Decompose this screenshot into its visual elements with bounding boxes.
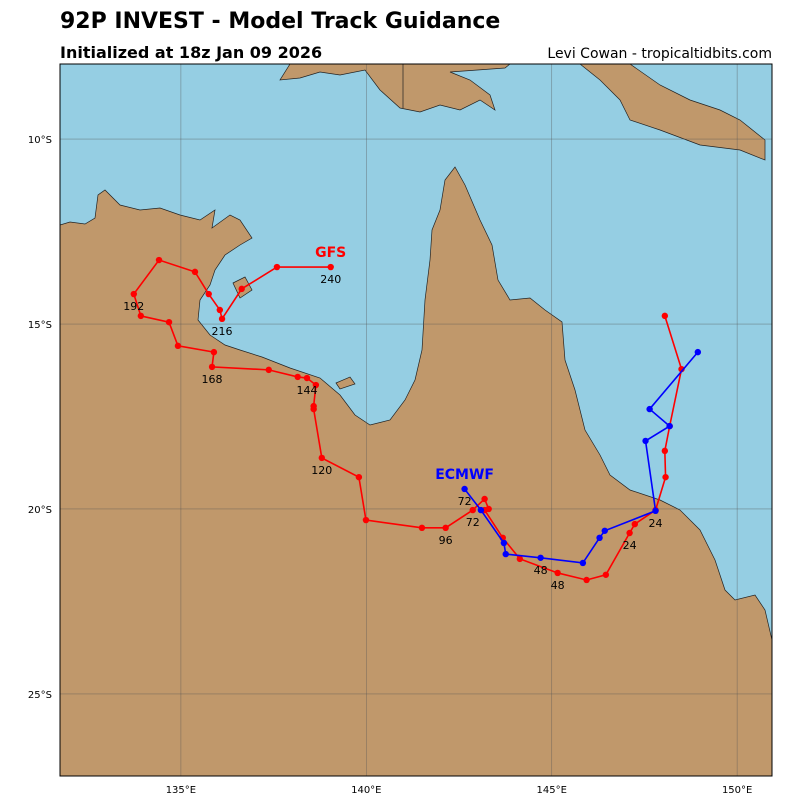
hour-label: 48 xyxy=(551,579,565,592)
track-point xyxy=(485,505,492,513)
hour-label: 72 xyxy=(458,495,472,508)
track-point xyxy=(327,263,334,271)
track-point xyxy=(537,554,544,561)
track-point xyxy=(666,422,673,430)
track-point xyxy=(481,495,488,503)
track-point xyxy=(579,559,587,567)
frame xyxy=(59,63,773,777)
hour-label: 72 xyxy=(466,516,480,529)
track-point xyxy=(418,524,426,532)
credit: Levi Cowan - tropicaltidbits.com xyxy=(547,46,772,62)
track-point xyxy=(174,342,182,350)
track-point xyxy=(516,555,524,563)
map-area: 24 48 72 96 120 144 168 192 216 240 GFS 24 48 72 ECMWF xyxy=(60,64,772,776)
track-point xyxy=(662,473,669,481)
track-point xyxy=(502,550,509,558)
new-guinea xyxy=(279,64,511,113)
track-point xyxy=(155,256,163,264)
y-tick-label: 15°S xyxy=(28,320,52,331)
track-point xyxy=(500,539,508,547)
mornington-island xyxy=(335,376,356,390)
x-tick-label: 140°E xyxy=(351,785,381,796)
track-point xyxy=(294,373,301,381)
track-point xyxy=(130,290,137,298)
model-name: GFS xyxy=(315,245,346,261)
track-point xyxy=(355,473,363,481)
track-point xyxy=(238,285,245,293)
y-tick-label: 20°S xyxy=(28,505,52,516)
track-point xyxy=(554,569,561,577)
hour-label: 24 xyxy=(623,539,637,552)
track-point xyxy=(583,576,590,584)
track-point xyxy=(442,524,449,532)
track-point xyxy=(312,381,320,389)
track-point xyxy=(596,534,603,542)
track-point xyxy=(208,363,216,371)
y-tick-label: 25°S xyxy=(28,690,52,701)
new-guinea-east xyxy=(579,64,766,161)
track-point xyxy=(601,527,608,534)
track-point xyxy=(631,520,638,528)
track-point xyxy=(165,318,173,326)
hour-label: 96 xyxy=(439,534,453,547)
track-point xyxy=(694,348,702,356)
hour-label: 192 xyxy=(123,300,144,313)
track-point xyxy=(626,529,633,537)
track-point xyxy=(661,312,669,320)
track-point xyxy=(652,507,659,515)
track-point xyxy=(602,571,610,578)
track-point xyxy=(362,516,370,524)
track-point xyxy=(642,437,649,445)
hour-label: 120 xyxy=(311,464,332,477)
track-point xyxy=(469,506,476,514)
track-point xyxy=(303,374,311,382)
land xyxy=(60,64,772,776)
track-point xyxy=(205,290,212,298)
track-point xyxy=(216,306,224,314)
title: 92P INVEST - Model Track Guidance xyxy=(60,9,500,34)
model-name: ECMWF xyxy=(435,467,494,483)
hour-label: 24 xyxy=(649,517,663,530)
y-tick-label: 10°S xyxy=(28,135,52,146)
hour-label: 168 xyxy=(202,373,223,386)
hour-label: 144 xyxy=(296,384,317,397)
track-point xyxy=(191,268,199,276)
track-point xyxy=(461,485,468,493)
hour-label: 216 xyxy=(212,325,233,338)
x-tick-label: 150°E xyxy=(722,785,752,796)
tracks: 24 48 72 96 120 144 168 192 216 240 GFS 24 48 72 ECMWF xyxy=(123,245,702,592)
track-point xyxy=(137,312,145,320)
x-tick-label: 145°E xyxy=(537,785,567,796)
track-point xyxy=(477,506,485,514)
hour-label: 240 xyxy=(320,273,341,286)
hour-label: 48 xyxy=(534,564,548,577)
x-tick-label: 135°E xyxy=(166,785,196,796)
track-point xyxy=(273,263,281,271)
ticks: 135°E 140°E 145°E 150°E 10°S 15°S 20°S 25°S xyxy=(28,135,752,796)
track-point xyxy=(310,402,317,410)
subtitle: Initialized at 18z Jan 09 2026 xyxy=(60,43,322,62)
track-point xyxy=(318,454,326,462)
track-point xyxy=(218,315,226,323)
track-point xyxy=(265,366,272,374)
track-point xyxy=(661,447,669,455)
australia xyxy=(60,166,772,776)
track-point xyxy=(646,405,653,413)
track-point xyxy=(210,348,218,356)
